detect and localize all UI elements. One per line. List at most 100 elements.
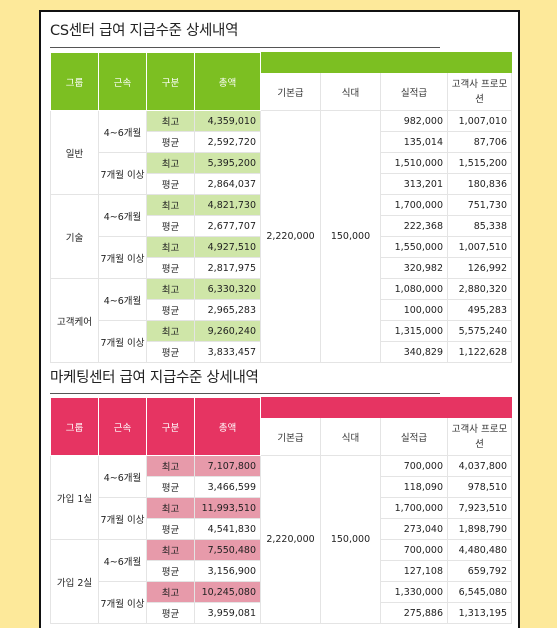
tenure-cell: 7개월 이상 [98,320,147,363]
type-cell: 평균 [146,215,195,237]
table-row: 7개월 이상 최고 5,395,200 1,510,000 1,515,200 [51,152,512,195]
perf-cell: 275,886 [380,602,448,624]
col-header-base: 기본급 [260,72,321,111]
promo-cell: 978,510 [447,476,512,498]
type-cell: 최고 [146,539,195,561]
table-row: 고객케어 4~6개월 최고 6,330,320 1,080,000 2,880,320 [50,278,512,363]
type-cell: 평균 [146,173,195,195]
tenure-cell: 7개월 이상 [98,236,147,279]
col-header-promo: 고객사 프로모션 [447,72,512,111]
col-header-promo: 고객사 프로모션 [447,417,512,456]
group-cell: 가입 2실 [50,539,99,624]
perf-cell: 1,315,000 [380,320,448,342]
col-header-base: 기본급 [260,417,321,456]
col-header-tenure: 근속 [98,397,147,456]
promo-cell: 495,283 [447,299,512,321]
total-cell: 9,260,240 [194,320,261,342]
promo-cell: 5,575,240 [447,320,512,342]
mk-salary-table: 그룹 근속 구분 총액 기본급 식대 실적급 고객사 프로모션 가입 1실 4~6개월 최고 7,10… [50,397,512,624]
total-cell: 4,359,010 [194,110,261,132]
promo-cell: 1,007,010 [447,110,512,132]
perf-cell: 127,108 [380,560,448,582]
total-cell: 2,965,283 [194,299,261,321]
header-band [260,397,512,418]
col-header-tenure: 근속 [98,52,147,111]
cs-section-title: CS센터 급여 지급수준 상세내역 [50,23,239,39]
type-cell: 평균 [146,560,195,582]
total-cell: 3,156,900 [194,560,261,582]
total-cell: 2,677,707 [194,215,261,237]
promo-cell: 180,836 [447,173,512,195]
table-row: 가입 2실 4~6개월 최고 7,550,480 700,000 4,480,480 [50,539,512,624]
cs-title-underline [50,47,440,48]
type-cell: 최고 [146,497,195,519]
type-cell: 최고 [146,278,195,300]
tenure-cell: 4~6개월 [98,194,147,237]
promo-cell: 126,992 [447,257,512,279]
perf-cell: 1,330,000 [380,581,448,603]
table-row: 7개월 이상 최고 4,927,510 1,550,000 1,007,510 [51,236,512,279]
tenure-cell: 4~6개월 [98,110,147,153]
group-cell: 가입 1실 [50,455,99,540]
table-row: 기술 4~6개월 최고 4,821,730 1,700,000 751,730 [50,194,512,279]
total-cell: 2,864,037 [194,173,261,195]
total-cell: 3,959,081 [194,602,261,624]
promo-cell: 751,730 [447,194,512,216]
total-cell: 2,817,975 [194,257,261,279]
tenure-cell: 4~6개월 [98,278,147,321]
header-row: 그룹 근속 구분 총액 [50,52,512,111]
type-cell: 평균 [146,299,195,321]
table-row: 평균 2,677,707 222,368 85,338 [51,215,512,237]
mk-section-title: 마케팅센터 급여 지급수준 상세내역 [50,370,259,386]
table-row: 평균 2,817,975 320,982 126,992 [51,257,512,279]
col-header-type: 구분 [146,397,195,456]
perf-cell: 700,000 [380,455,448,477]
type-cell: 최고 [146,194,195,216]
header-row-sub: 기본급 식대 실적급 고객사 프로모션 [51,72,512,111]
perf-cell: 313,201 [380,173,448,195]
perf-cell: 100,000 [380,299,448,321]
type-cell: 최고 [146,581,195,603]
type-cell: 최고 [146,152,195,174]
promo-cell: 7,923,510 [447,497,512,519]
tenure-cell: 7개월 이상 [98,581,147,624]
promo-cell: 87,706 [447,131,512,153]
total-cell: 7,107,800 [194,455,261,477]
perf-cell: 982,000 [380,110,448,132]
promo-cell: 4,037,800 [447,455,512,477]
base-pay-cell: 2,220,000 [260,110,321,363]
header-row: 그룹 근속 구분 총액 [50,397,512,456]
header-band [260,52,512,73]
total-cell: 2,592,720 [194,131,261,153]
promo-cell: 659,792 [447,560,512,582]
type-cell: 최고 [146,455,195,477]
perf-cell: 320,982 [380,257,448,279]
type-cell: 평균 [146,602,195,624]
perf-cell: 1,700,000 [380,194,448,216]
base-pay-cell: 2,220,000 [260,455,321,624]
meal-cell: 150,000 [320,455,381,624]
total-cell: 4,541,830 [194,518,261,540]
col-header-group: 그룹 [50,52,99,111]
group-cell: 고객케어 [50,278,99,363]
type-cell: 평균 [146,341,195,363]
table-row: 평균 2,592,720 135,014 87,706 [51,131,512,153]
col-header-perf: 실적급 [380,417,448,456]
meal-cell: 150,000 [320,110,381,363]
col-header-amount: 총액 [194,397,261,456]
perf-cell: 1,080,000 [380,278,448,300]
promo-cell: 4,480,480 [447,539,512,561]
tenure-cell: 7개월 이상 [98,497,147,540]
type-cell: 최고 [146,320,195,342]
table-row: 7개월 이상 최고 10,245,080 1,330,000 6,545,080 [51,581,512,624]
type-cell: 평균 [146,518,195,540]
table-row: 일반 4~6개월 최고 4,359,010 2,220,000 150,000 982,00… [50,110,512,363]
perf-cell: 1,550,000 [380,236,448,258]
perf-cell: 118,090 [380,476,448,498]
total-cell: 4,821,730 [194,194,261,216]
cs-salary-table: 그룹 근속 구분 총액 기본급 식대 실적급 고객사 프로모션 일반 4~6개월 최고 4,359,0… [50,52,512,363]
type-cell: 평균 [146,131,195,153]
promo-cell: 85,338 [447,215,512,237]
total-cell: 11,993,510 [194,497,261,519]
promo-cell: 1,007,510 [447,236,512,258]
